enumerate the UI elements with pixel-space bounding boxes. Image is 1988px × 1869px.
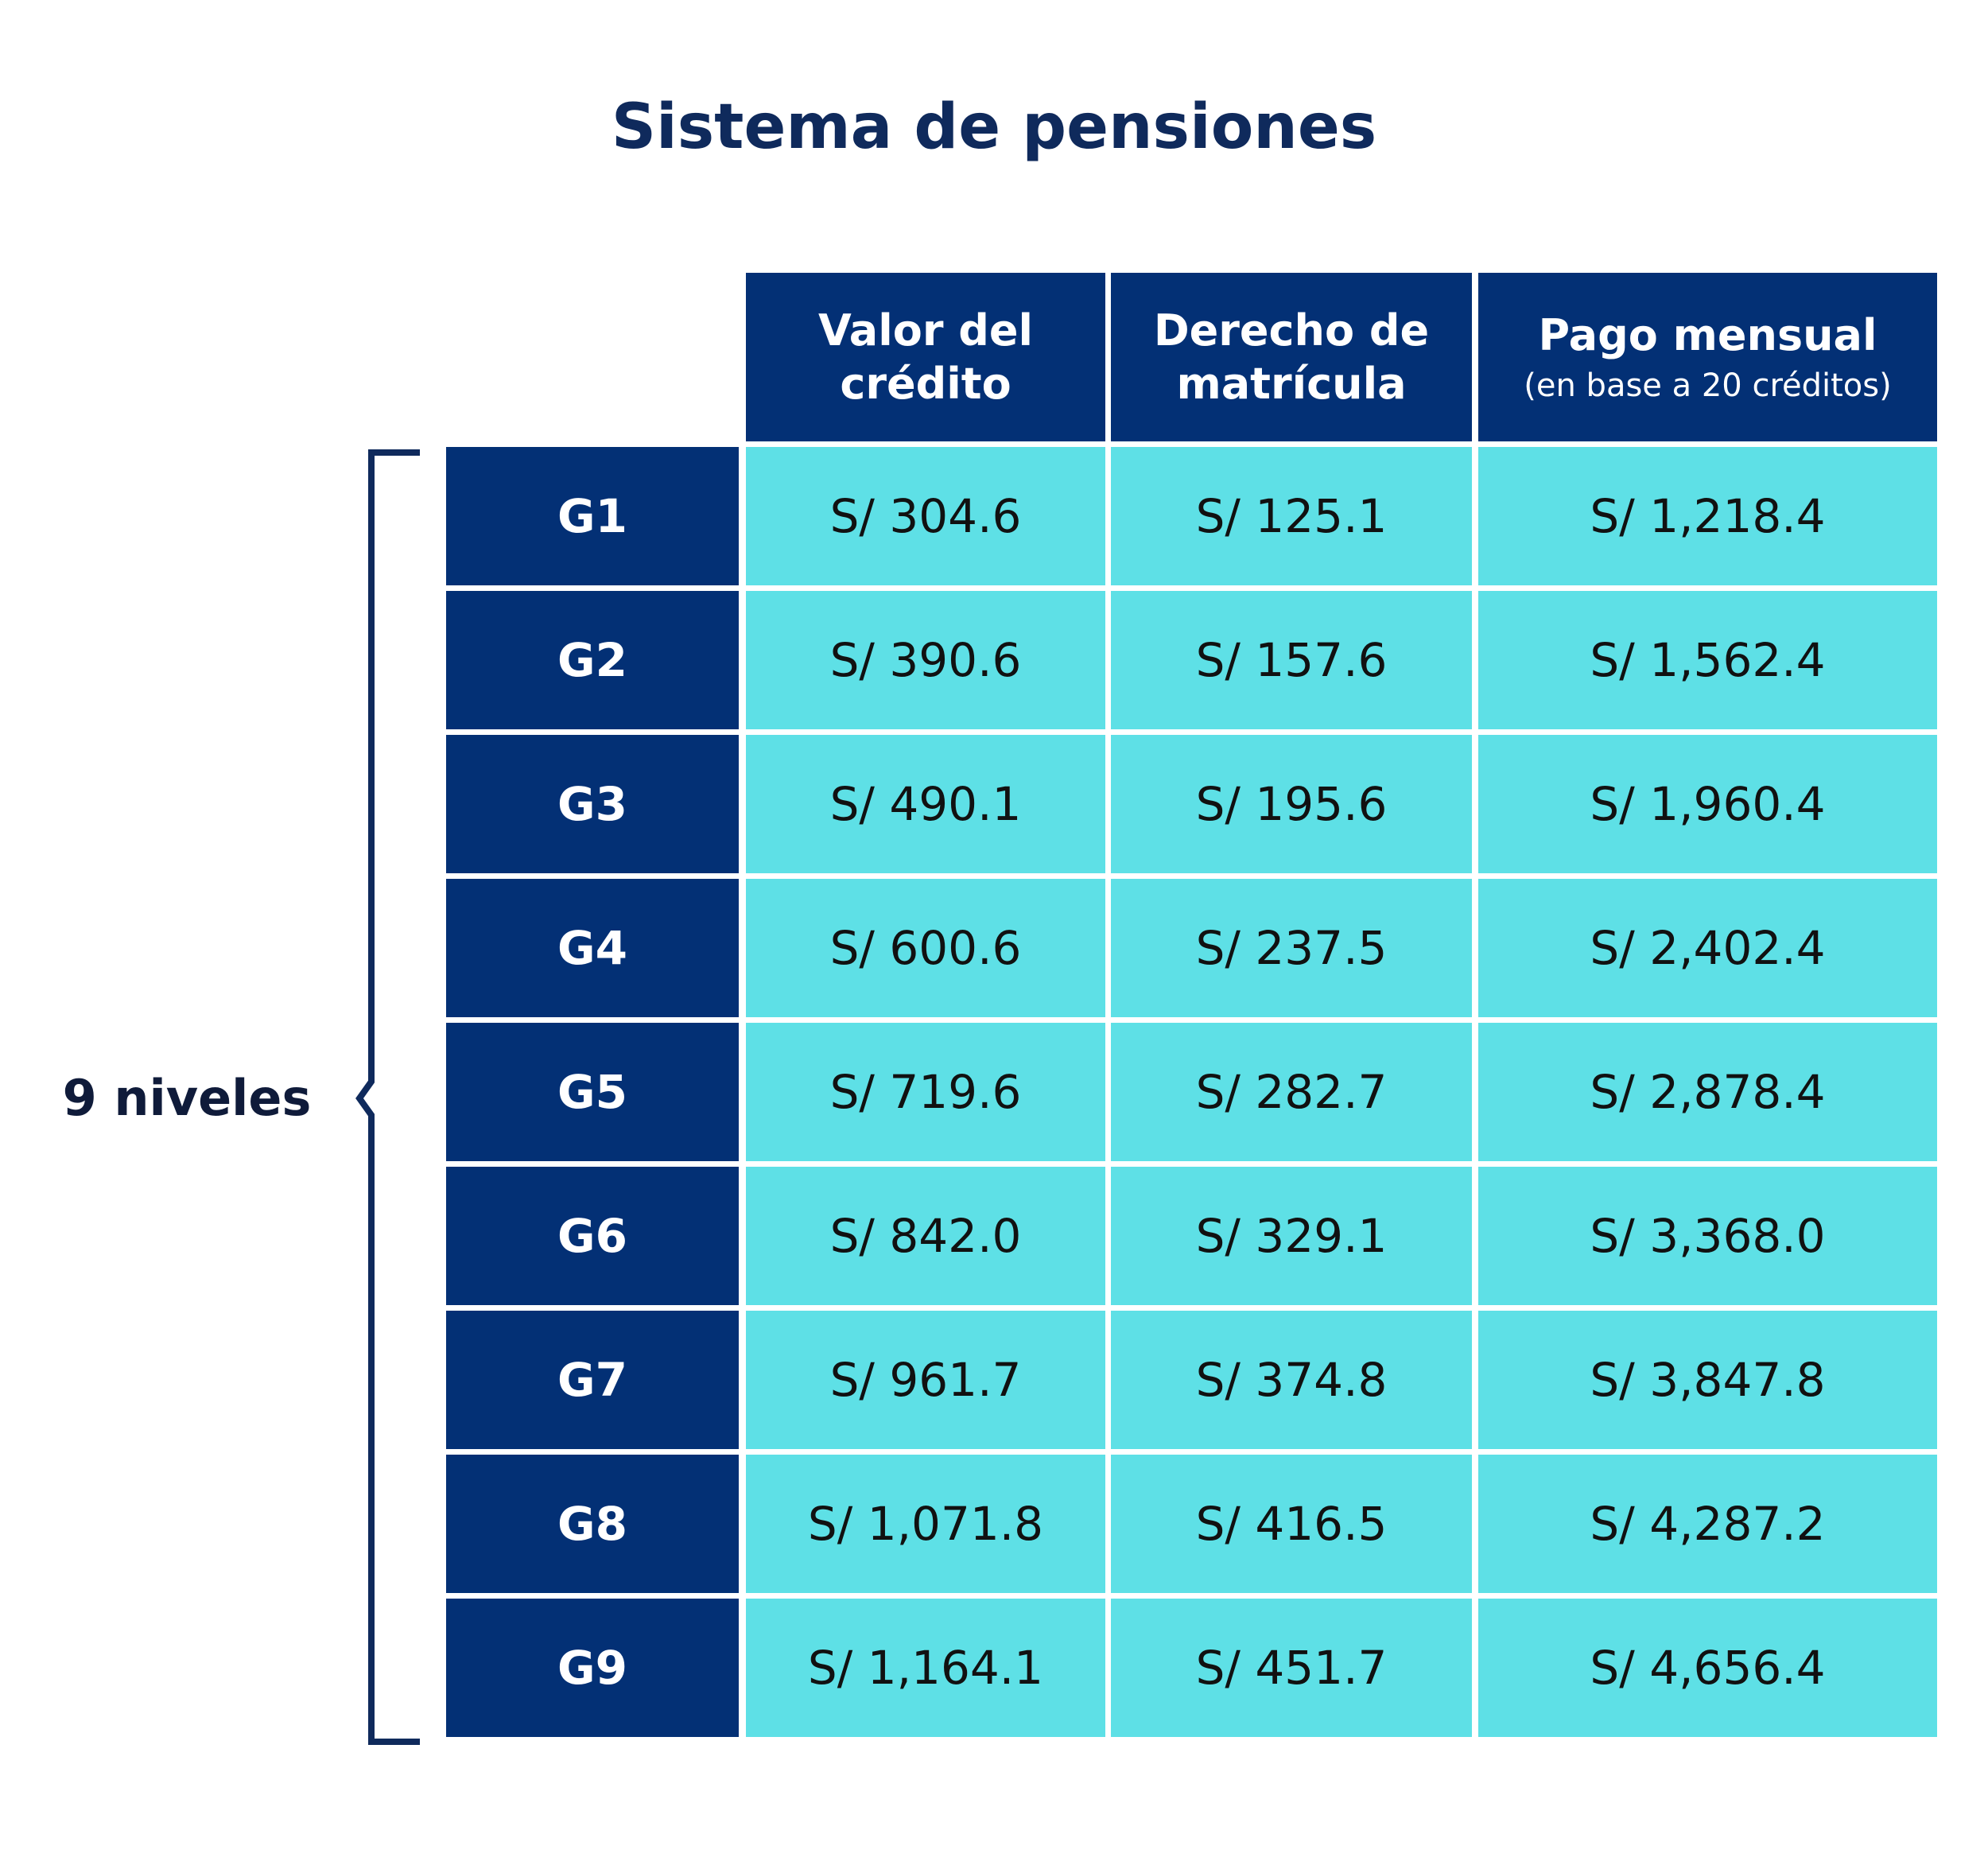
- cell: S/ 237.5: [1111, 879, 1472, 1017]
- row-label: G5: [446, 1023, 739, 1161]
- cell: S/ 3,847.8: [1478, 1311, 1937, 1449]
- row-label: G2: [446, 591, 739, 729]
- cell: S/ 157.6: [1111, 591, 1472, 729]
- cell: S/ 3,368.0: [1478, 1167, 1937, 1305]
- cell: S/ 2,878.4: [1478, 1023, 1937, 1161]
- column-note: (en base a 20 créditos): [1524, 367, 1892, 404]
- row-label: G6: [446, 1167, 739, 1305]
- cell: S/ 125.1: [1111, 447, 1472, 585]
- cell: S/ 374.8: [1111, 1311, 1472, 1449]
- cell: S/ 719.6: [746, 1023, 1105, 1161]
- cell: S/ 282.7: [1111, 1023, 1472, 1161]
- column-title: Derecho de matrícula: [1153, 305, 1430, 410]
- cell: S/ 195.6: [1111, 735, 1472, 873]
- cell: S/ 1,071.8: [746, 1455, 1105, 1593]
- brace-line: [355, 449, 420, 1745]
- column-header: Valor del crédito: [746, 273, 1105, 441]
- row-label: G7: [446, 1311, 739, 1449]
- cell: S/ 416.5: [1111, 1455, 1472, 1593]
- cell: S/ 842.0: [746, 1167, 1105, 1305]
- cell: S/ 304.6: [746, 447, 1105, 585]
- cell: S/ 490.1: [746, 735, 1105, 873]
- row-label: G4: [446, 879, 739, 1017]
- cell: S/ 1,562.4: [1478, 591, 1937, 729]
- group-label: 9 niveles: [62, 1068, 312, 1127]
- column-header: Derecho de matrícula: [1111, 273, 1472, 441]
- title: Sistema de pensiones: [611, 91, 1377, 163]
- column-title: Pago mensual: [1538, 310, 1877, 361]
- cell: S/ 600.6: [746, 879, 1105, 1017]
- column-header: Pago mensual (en base a 20 créditos): [1478, 273, 1937, 441]
- cell: S/ 4,287.2: [1478, 1455, 1937, 1593]
- cell: S/ 4,656.4: [1478, 1599, 1937, 1737]
- cell: S/ 329.1: [1111, 1167, 1472, 1305]
- cell: S/ 1,164.1: [746, 1599, 1105, 1737]
- row-label: G1: [446, 447, 739, 585]
- cell: S/ 961.7: [746, 1311, 1105, 1449]
- row-label: G9: [446, 1599, 739, 1737]
- cell: S/ 451.7: [1111, 1599, 1472, 1737]
- cell: S/ 1,218.4: [1478, 447, 1937, 585]
- cell: S/ 2,402.4: [1478, 879, 1937, 1017]
- cell: S/ 390.6: [746, 591, 1105, 729]
- cell: S/ 1,960.4: [1478, 735, 1937, 873]
- row-label: G3: [446, 735, 739, 873]
- column-title: Valor del crédito: [817, 305, 1034, 410]
- row-label: G8: [446, 1455, 739, 1593]
